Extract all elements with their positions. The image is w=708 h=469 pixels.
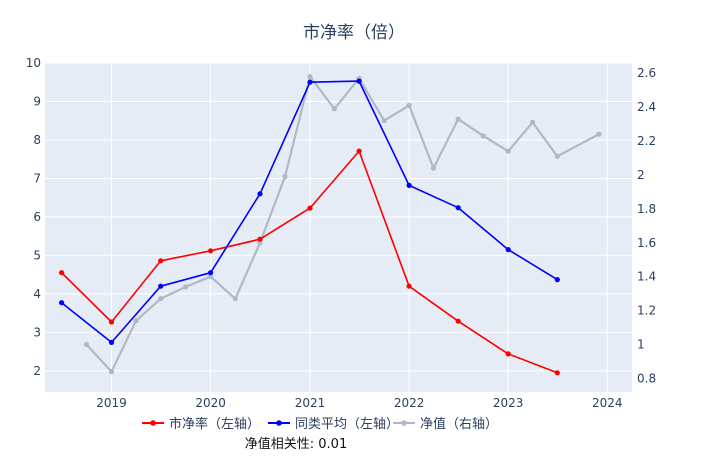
chart-title: 市净率（倍） xyxy=(303,23,405,43)
legend: 市净率（左轴） 同类平均（左轴） 净值（右轴） xyxy=(142,416,498,432)
data-point xyxy=(505,148,511,154)
x-tick-label: 2021 xyxy=(295,396,326,410)
right-tick-label: 1.6 xyxy=(637,236,656,250)
x-axis: 2019 2020 2021 2022 2023 2024 xyxy=(96,396,622,410)
data-point xyxy=(356,78,362,84)
data-point xyxy=(554,370,560,376)
series-layer xyxy=(59,74,602,376)
right-tick-label: 1.2 xyxy=(637,304,656,318)
data-point xyxy=(455,205,461,211)
left-tick-label: 8 xyxy=(33,133,41,147)
data-point xyxy=(505,247,511,253)
series-group xyxy=(59,78,560,345)
data-point xyxy=(257,191,263,197)
legend-marker xyxy=(401,420,407,426)
plot-background xyxy=(45,63,632,392)
data-point xyxy=(232,296,238,302)
right-tick-label: 2.4 xyxy=(637,100,656,114)
data-point xyxy=(596,131,602,137)
data-point xyxy=(133,318,139,324)
legend-label: 同类平均（左轴） xyxy=(295,417,399,432)
data-point xyxy=(406,102,412,108)
left-tick-label: 5 xyxy=(33,248,41,262)
x-tick-label: 2023 xyxy=(493,396,524,410)
data-point xyxy=(356,148,362,154)
data-point xyxy=(455,318,461,324)
data-point xyxy=(108,339,115,345)
data-point xyxy=(108,369,115,375)
correlation-annotation: 净值相关性: 0.01 xyxy=(245,436,347,452)
legend-label: 市净率（左轴） xyxy=(169,416,260,432)
series-group xyxy=(59,148,560,376)
right-tick-label: 0.8 xyxy=(637,371,656,385)
data-point xyxy=(406,283,412,289)
x-tick-label: 2024 xyxy=(592,396,623,410)
data-point xyxy=(505,351,511,357)
data-point xyxy=(406,182,412,188)
data-point xyxy=(307,205,313,211)
right-tick-label: 1 xyxy=(637,338,645,352)
data-point xyxy=(83,341,90,348)
series-group xyxy=(83,74,602,375)
data-point xyxy=(208,270,214,276)
data-point xyxy=(257,236,263,242)
data-point xyxy=(108,319,115,325)
left-tick-label: 9 xyxy=(33,94,41,108)
grid xyxy=(45,62,632,392)
data-point xyxy=(455,116,461,122)
data-point xyxy=(430,165,437,171)
x-tick-label: 2019 xyxy=(96,396,127,410)
data-point xyxy=(158,258,164,264)
data-point xyxy=(282,174,288,180)
x-tick-label: 2020 xyxy=(195,396,226,410)
data-point xyxy=(554,277,560,283)
data-point xyxy=(208,248,214,254)
left-tick-label: 2 xyxy=(33,364,41,378)
data-point xyxy=(381,118,387,124)
data-point xyxy=(530,119,536,125)
legend-marker xyxy=(150,420,156,426)
x-tick-label: 2022 xyxy=(394,396,425,410)
data-point xyxy=(208,274,214,280)
data-point xyxy=(331,106,337,112)
left-axis: 2 3 4 5 6 7 8 9 10 xyxy=(26,56,41,378)
right-tick-label: 2.6 xyxy=(637,66,656,80)
data-point xyxy=(307,79,313,85)
right-axis: 0.8 1 1.2 1.4 1.6 1.8 2 2.2 2.4 2.6 xyxy=(637,66,656,385)
data-point xyxy=(480,133,486,139)
data-point xyxy=(554,153,560,159)
data-point xyxy=(307,74,313,80)
right-tick-label: 2 xyxy=(637,168,645,182)
right-tick-label: 1.8 xyxy=(637,202,656,216)
right-tick-label: 2.2 xyxy=(637,134,656,148)
data-point xyxy=(183,284,189,290)
data-point xyxy=(59,300,65,306)
right-tick-label: 1.4 xyxy=(637,270,656,284)
left-tick-label: 3 xyxy=(33,325,41,339)
data-point xyxy=(257,240,263,246)
left-tick-label: 10 xyxy=(26,56,41,70)
left-tick-label: 6 xyxy=(33,210,41,224)
data-point xyxy=(158,296,164,302)
legend-marker xyxy=(276,420,282,426)
legend-label: 净值（右轴） xyxy=(420,416,498,432)
left-tick-label: 7 xyxy=(33,171,41,185)
left-tick-label: 4 xyxy=(33,287,41,301)
data-point xyxy=(158,283,164,289)
data-point xyxy=(59,270,65,276)
